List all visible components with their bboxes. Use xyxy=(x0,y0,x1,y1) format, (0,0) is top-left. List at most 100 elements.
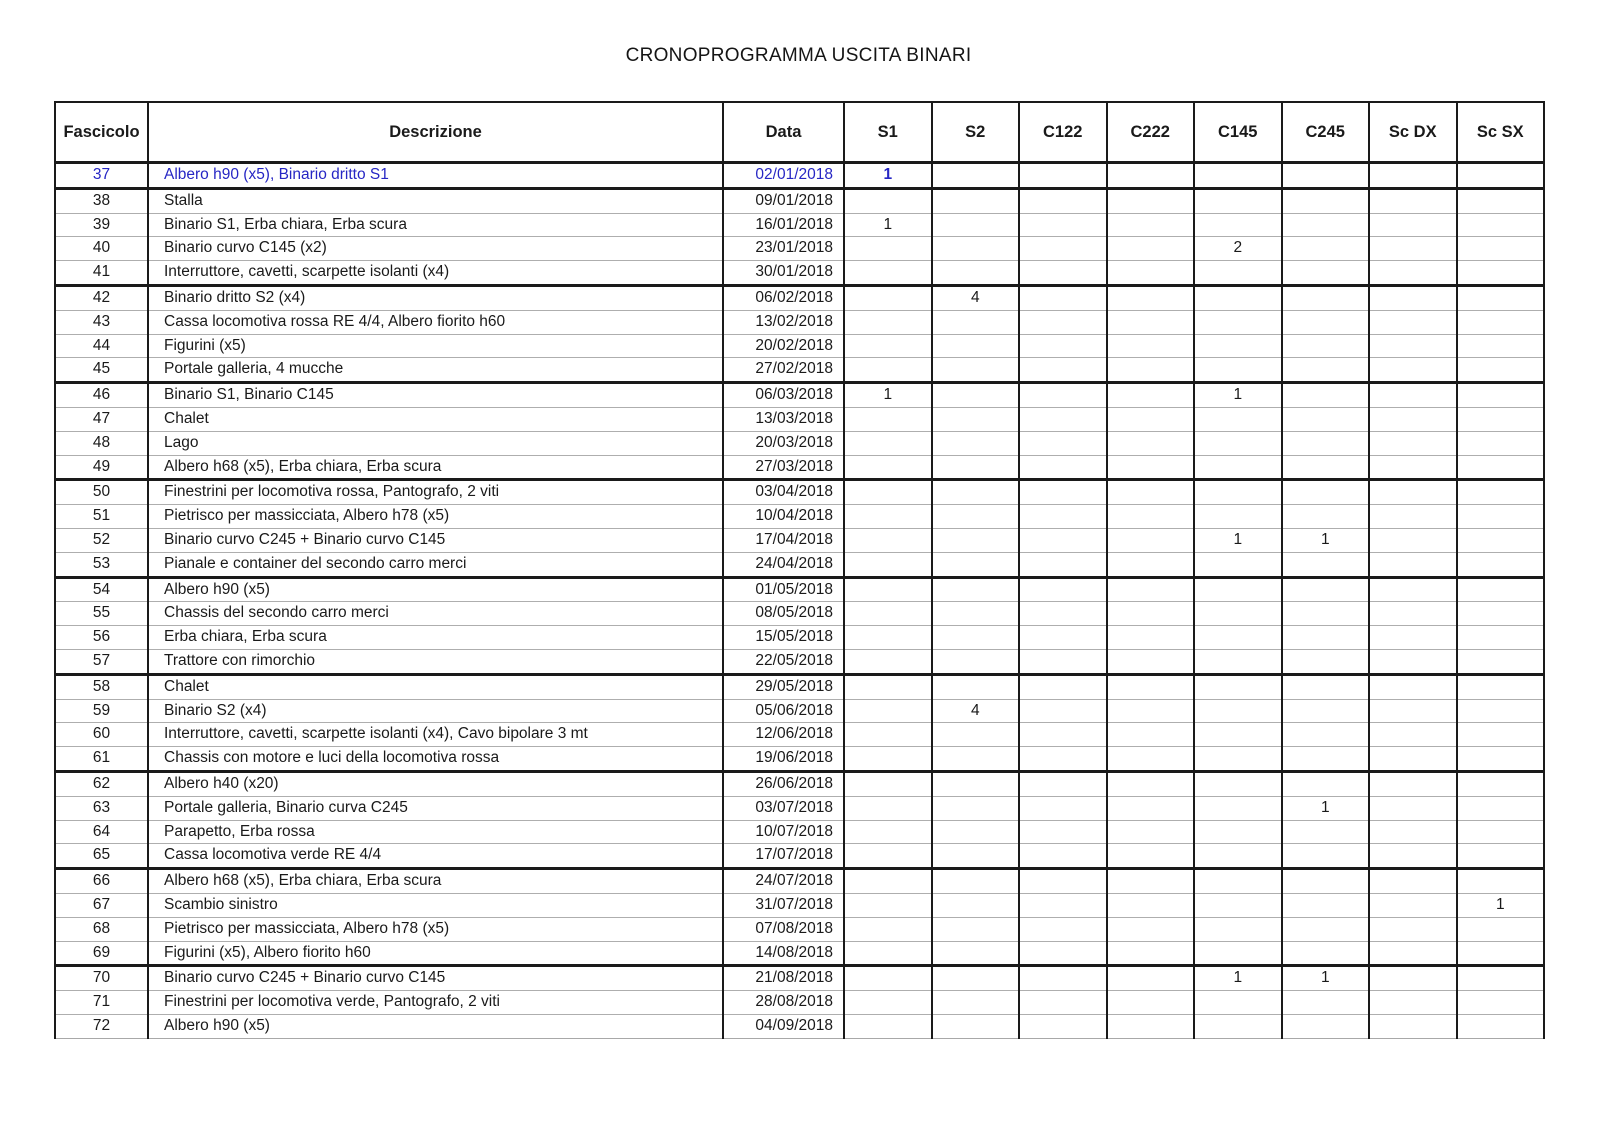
header-cell-s2: S2 xyxy=(930,102,1019,164)
descrizione-cell: Albero h90 (x5) xyxy=(147,577,723,603)
qty-cell-c222 xyxy=(1105,334,1194,359)
qty-cell-s1 xyxy=(843,649,932,676)
qty-cell-c222 xyxy=(1105,455,1194,482)
qty-cell-c245 xyxy=(1280,577,1369,603)
qty-cell-c122 xyxy=(1018,990,1107,1015)
descrizione-cell: Figurini (x5) xyxy=(147,334,723,359)
qty-cell-c145 xyxy=(1193,431,1282,456)
qty-cell-c222 xyxy=(1105,310,1194,335)
qty-cell-s1 xyxy=(843,722,932,748)
qty-cell-c122 xyxy=(1018,285,1107,311)
qty-cell-s1 xyxy=(843,334,932,359)
qty-cell-sc-sx xyxy=(1455,990,1544,1015)
data-cell: 27/02/2018 xyxy=(722,357,844,385)
qty-cell-sc-sx xyxy=(1455,528,1544,553)
qty-cell-c245 xyxy=(1280,455,1369,482)
qty-cell-c245 xyxy=(1280,431,1369,456)
qty-cell-c122 xyxy=(1018,965,1107,992)
table-row: 72 Albero h90 (x5) 04/09/2018 xyxy=(55,1014,1544,1039)
qty-cell-s1 xyxy=(843,236,932,262)
qty-cell-sc-dx xyxy=(1368,796,1457,821)
fascicolo-cell: 55 xyxy=(55,601,148,627)
qty-cell-s2 xyxy=(930,746,1019,773)
fascicolo-cell: 59 xyxy=(55,699,148,724)
qty-cell-c145 xyxy=(1193,843,1282,871)
qty-cell-c222 xyxy=(1105,649,1194,676)
qty-cell-c122 xyxy=(1018,674,1107,700)
descrizione-cell: Binario curvo C245 + Binario curvo C145 xyxy=(147,528,723,553)
qty-cell-s1 xyxy=(843,674,932,700)
descrizione-cell: Albero h90 (x5), Binario dritto S1 xyxy=(147,162,723,190)
table-row: 51 Pietrisco per massicciata, Albero h78 … xyxy=(55,504,1544,529)
qty-cell-s1 xyxy=(843,746,932,773)
qty-cell-c222 xyxy=(1105,479,1194,506)
qty-cell-c222 xyxy=(1105,820,1194,845)
qty-cell-sc-sx xyxy=(1455,357,1544,385)
qty-cell-sc-dx xyxy=(1368,843,1457,871)
qty-cell-sc-dx xyxy=(1368,260,1457,287)
qty-cell-s1 xyxy=(843,771,932,797)
qty-cell-c145: 1 xyxy=(1193,528,1282,553)
qty-cell-c222 xyxy=(1105,917,1194,942)
data-cell: 09/01/2018 xyxy=(722,188,844,214)
qty-cell-s1: 1 xyxy=(843,382,932,408)
qty-cell-sc-dx xyxy=(1368,407,1457,432)
data-cell: 16/01/2018 xyxy=(722,213,844,238)
qty-cell-s2 xyxy=(930,674,1019,700)
qty-cell-s1 xyxy=(843,843,932,871)
qty-cell-s1 xyxy=(843,796,932,821)
descrizione-cell: Binario curvo C145 (x2) xyxy=(147,236,723,262)
fascicolo-cell: 41 xyxy=(55,260,148,287)
qty-cell-sc-dx xyxy=(1368,601,1457,627)
qty-cell-c122 xyxy=(1018,868,1107,894)
qty-cell-s2 xyxy=(930,917,1019,942)
qty-cell-s1 xyxy=(843,431,932,456)
qty-cell-c245 xyxy=(1280,236,1369,262)
qty-cell-c245 xyxy=(1280,649,1369,676)
qty-cell-c245 xyxy=(1280,334,1369,359)
qty-cell-c245 xyxy=(1280,285,1369,311)
fascicolo-cell: 64 xyxy=(55,820,148,845)
descrizione-cell: Binario dritto S2 (x4) xyxy=(147,285,723,311)
qty-cell-c122 xyxy=(1018,455,1107,482)
qty-cell-sc-dx xyxy=(1368,771,1457,797)
qty-cell-sc-sx xyxy=(1455,699,1544,724)
qty-cell-sc-sx xyxy=(1455,504,1544,529)
qty-cell-s2 xyxy=(930,893,1019,918)
descrizione-cell: Pianale e container del secondo carro me… xyxy=(147,552,723,579)
qty-cell-c245 xyxy=(1280,746,1369,773)
qty-cell-c222 xyxy=(1105,188,1194,214)
qty-cell-c245 xyxy=(1280,625,1369,650)
qty-cell-c145 xyxy=(1193,990,1282,1015)
qty-cell-sc-dx xyxy=(1368,917,1457,942)
table-body: 37 Albero h90 (x5), Binario dritto S1 02/0… xyxy=(55,162,1544,1039)
qty-cell-c145 xyxy=(1193,285,1282,311)
table-row: 67 Scambio sinistro 31/07/2018 1 xyxy=(55,893,1544,918)
qty-cell-sc-dx xyxy=(1368,528,1457,553)
table-row: 39 Binario S1, Erba chiara, Erba scura 16/… xyxy=(55,213,1544,238)
header-cell-sc-sx: Sc SX xyxy=(1455,102,1544,164)
qty-cell-sc-dx xyxy=(1368,455,1457,482)
qty-cell-sc-sx xyxy=(1455,552,1544,579)
qty-cell-s1 xyxy=(843,917,932,942)
qty-cell-s2 xyxy=(930,601,1019,627)
table-row: 63 Portale galleria, Binario curva C245 03… xyxy=(55,796,1544,821)
qty-cell-c245 xyxy=(1280,674,1369,700)
qty-cell-c145 xyxy=(1193,455,1282,482)
qty-cell-s2 xyxy=(930,868,1019,894)
qty-cell-c222 xyxy=(1105,868,1194,894)
qty-cell-c122 xyxy=(1018,162,1107,190)
fascicolo-cell: 52 xyxy=(55,528,148,553)
table-row: 58 Chalet 29/05/2018 xyxy=(55,674,1544,700)
qty-cell-c245: 1 xyxy=(1280,965,1369,992)
qty-cell-c145 xyxy=(1193,649,1282,676)
qty-cell-sc-sx xyxy=(1455,625,1544,650)
qty-cell-c245 xyxy=(1280,820,1369,845)
qty-cell-c245 xyxy=(1280,310,1369,335)
qty-cell-c222 xyxy=(1105,552,1194,579)
qty-cell-sc-dx xyxy=(1368,990,1457,1015)
qty-cell-s2 xyxy=(930,1014,1019,1039)
qty-cell-s2 xyxy=(930,334,1019,359)
table-row: 45 Portale galleria, 4 mucche 27/02/2018 xyxy=(55,357,1544,385)
